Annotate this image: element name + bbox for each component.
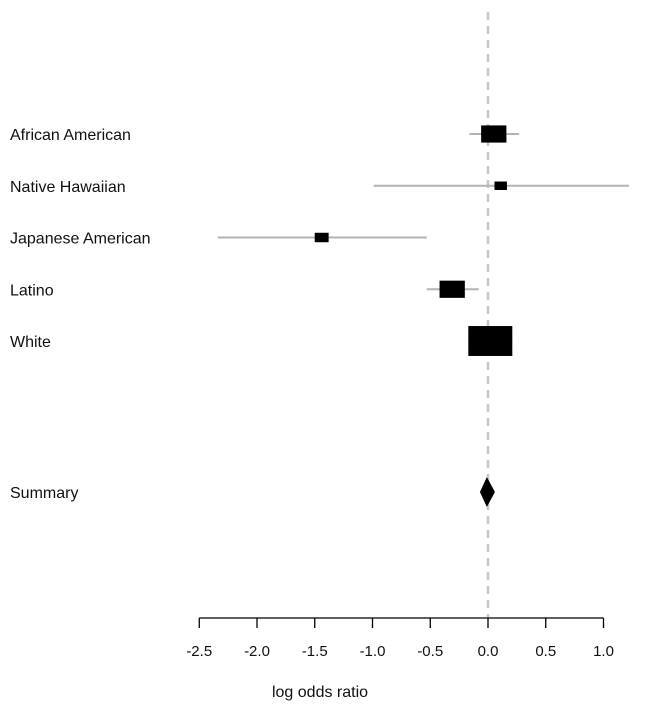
x-tick-label: 0.5 (535, 643, 556, 660)
x-tick-label: -2.0 (244, 643, 270, 660)
summary-diamond (479, 477, 495, 507)
point-estimate (481, 125, 507, 143)
x-tick-label: 1.0 (593, 643, 614, 660)
point-estimate (494, 181, 507, 190)
study-label: Japanese American (10, 231, 151, 248)
summary-label: Summary (10, 485, 78, 502)
study-rows: African American Native Hawaiian Japanese … (10, 125, 629, 356)
point-estimate (314, 232, 329, 243)
summary-row: Summary (10, 477, 495, 507)
point-estimate (468, 326, 513, 356)
x-tick-label: -1.0 (360, 643, 386, 660)
study-label: Native Hawaiian (10, 179, 126, 196)
point-estimate (439, 280, 465, 298)
x-axis: -2.5 -2.0 -1.5 -1.0 -0.5 0.0 0.5 1.0 (186, 617, 614, 660)
study-label: Latino (10, 282, 54, 299)
study-label: African American (10, 127, 131, 144)
x-tick-label: -1.5 (302, 643, 328, 660)
x-tick-label: -2.5 (186, 643, 212, 660)
study-label: White (10, 334, 51, 351)
x-tick-label: -0.5 (417, 643, 443, 660)
x-tick-label: 0.0 (478, 643, 499, 660)
x-axis-title: log odds ratio (272, 684, 368, 701)
